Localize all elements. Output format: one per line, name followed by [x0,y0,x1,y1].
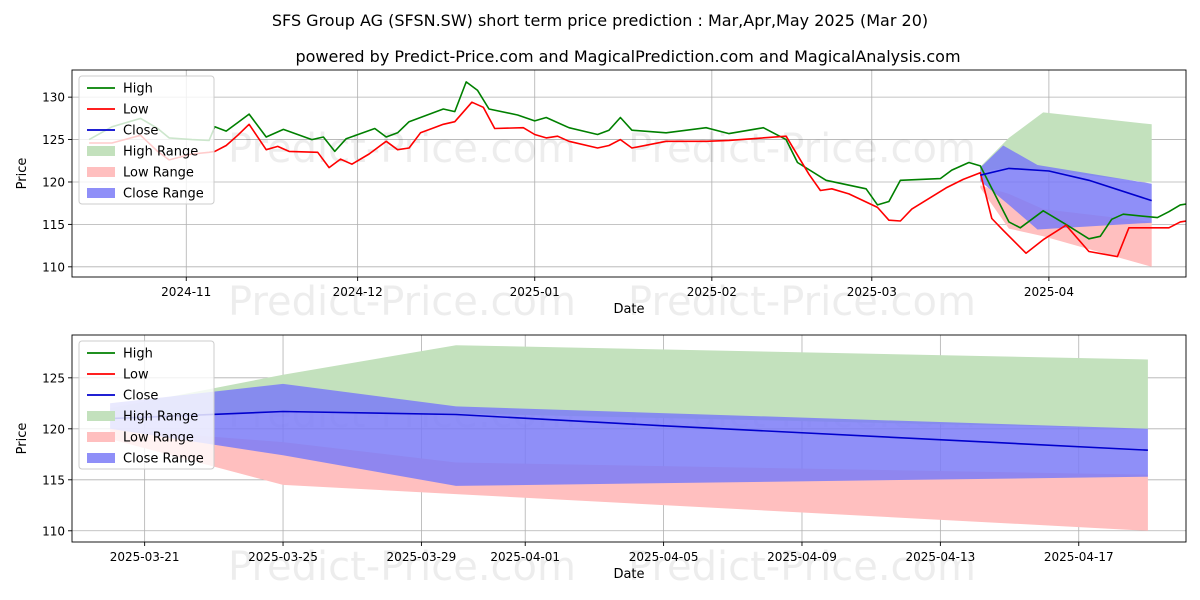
legend-label-low: Low [123,368,149,383]
x-axis-label: Date [613,302,644,317]
y-tick-label: 120 [42,422,65,436]
legend-swatch-close-range [87,453,115,463]
legend-label-high-range: High Range [123,145,198,160]
legend-swatch-high-range [87,411,115,421]
plot-frame [71,334,1187,543]
watermark-text: Predict-Price.com [228,544,576,590]
plot-area [88,81,1186,267]
legend-label-high: High [123,82,153,97]
plot-area [110,345,1148,531]
y-tick-label: 110 [42,524,65,538]
close-range-band [110,383,1148,486]
chart-subtitle: powered by Predict-Price.com and Magical… [295,47,960,66]
x-tick-label: 2025-04-09 [767,550,837,564]
legend-label-low-range: Low Range [123,166,194,181]
y-tick-label: 125 [42,371,65,385]
y-axis-label: Price [15,423,30,455]
y-tick-label: 125 [42,133,65,147]
close-range-band [980,145,1152,230]
legend-label-close: Close [123,124,158,139]
x-tick-label: 2025-04-05 [629,550,699,564]
legend-swatch-low-range [87,167,115,177]
watermark-text: Predict-Price.com [628,126,976,172]
plot-frame [71,69,1187,278]
watermark-text: Predict-Price.com [228,279,576,325]
x-tick-label: 2025-02 [687,285,737,299]
y-tick-label: 110 [42,260,65,274]
y-axis-label: Price [15,158,30,190]
legend-label-low-range: Low Range [123,431,194,446]
y-tick-label: 120 [42,175,65,189]
legend-label-close: Close [123,389,158,404]
x-tick-label: 2025-03-25 [248,550,318,564]
y-tick-label: 130 [42,91,65,105]
x-tick-label: 2025-04 [1024,285,1074,299]
legend-swatch-low-range [87,432,115,442]
x-tick-label: 2025-04-17 [1044,550,1114,564]
x-tick-label: 2025-01 [510,285,560,299]
legend-swatch-high-range [87,146,115,156]
legend-label-close-range: Close Range [123,187,204,202]
watermark-text: Predict-Price.com [628,279,976,325]
x-tick-label: 2025-03-29 [387,550,457,564]
x-tick-label: 2025-04-13 [905,550,975,564]
high-series-line [88,81,1186,240]
y-tick-label: 115 [42,473,65,487]
close-series-line [980,167,1152,202]
x-tick-label: 2024-11 [161,285,211,299]
bottom-chart-panel: Predict-Price.comPredict-Price.comPredic… [15,334,1187,590]
legend-label-close-range: Close Range [123,452,204,467]
x-tick-label: 2024-12 [333,285,383,299]
x-axis-label: Date [613,567,644,582]
close-series-line [110,410,1148,451]
chart-title: SFS Group AG (SFSN.SW) short term price … [272,11,928,30]
low-series-line [89,101,1186,258]
y-tick-label: 115 [42,218,65,232]
watermark-text: Predict-Price.com [628,544,976,590]
legend-label-low: Low [123,103,149,118]
legend-label-high-range: High Range [123,410,198,425]
top-chart-panel: Predict-Price.com Predict-Price.com Predic… [15,69,1187,325]
x-tick-label: 2025-03 [847,285,897,299]
x-tick-label: 2025-03-21 [110,550,180,564]
x-tick-label: 2025-04-01 [490,550,560,564]
legend-swatch-close-range [87,188,115,198]
legend-label-high: High [123,347,153,362]
